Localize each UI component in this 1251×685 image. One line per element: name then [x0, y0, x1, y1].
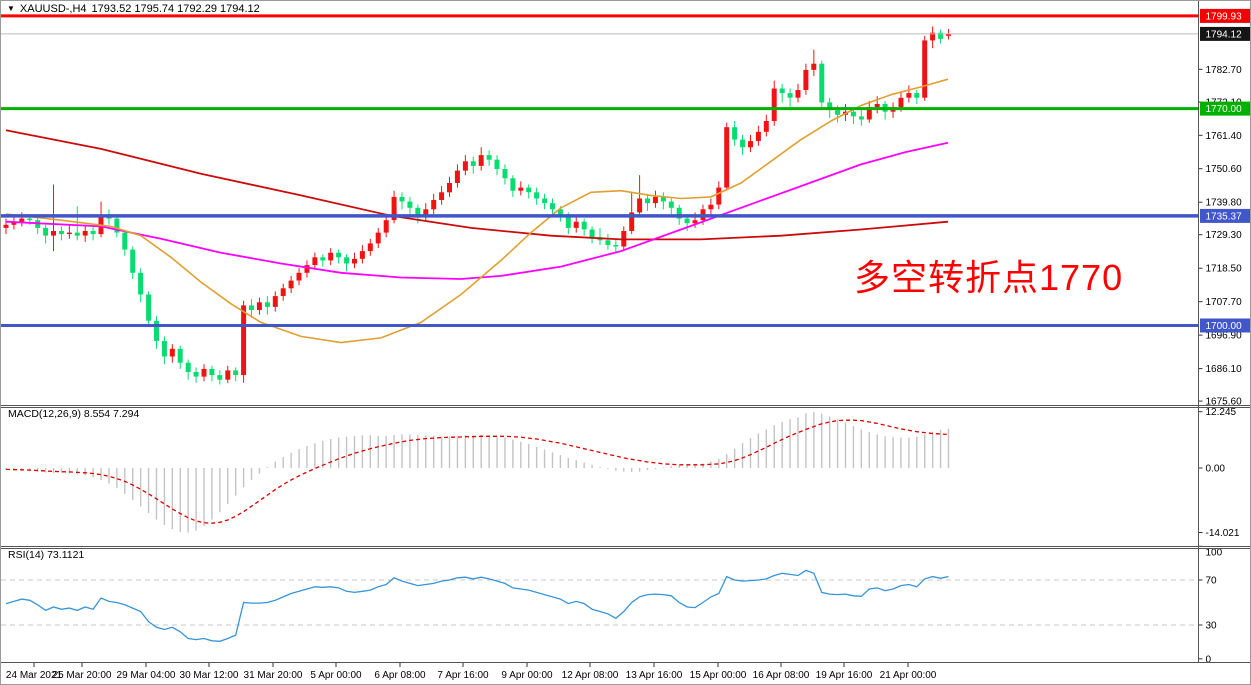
svg-text:1794.12: 1794.12: [1206, 29, 1243, 40]
svg-text:7 Apr 16:00: 7 Apr 16:00: [437, 670, 489, 681]
svg-text:1739.80: 1739.80: [1206, 198, 1243, 209]
rsi-indicator-label: RSI(14) 73.1121: [8, 549, 85, 561]
hline-objects-layer[interactable]: [1, 14, 1199, 327]
svg-text:12.245: 12.245: [1206, 407, 1237, 418]
ma-medium-magenta-line: [5, 141, 949, 280]
rsi-line: [5, 569, 949, 642]
svg-text:5 Apr 00:00: 5 Apr 00:00: [310, 670, 362, 681]
ma-slow-red-line: [5, 129, 949, 241]
svg-text:30: 30: [1206, 621, 1218, 632]
svg-text:19 Apr 16:00: 19 Apr 16:00: [816, 670, 873, 681]
pivot-text-annotation: 多空转折点1770: [854, 257, 1124, 298]
svg-text:70: 70: [1206, 576, 1218, 587]
svg-text:21 Apr 00:00: 21 Apr 00:00: [880, 670, 937, 681]
svg-text:100: 100: [1206, 548, 1223, 559]
svg-text:1729.30: 1729.30: [1206, 230, 1243, 241]
svg-text:1782.70: 1782.70: [1206, 65, 1243, 76]
svg-text:31 Mar 20:00: 31 Mar 20:00: [244, 670, 303, 681]
svg-text:1718.50: 1718.50: [1206, 264, 1243, 275]
symbol-period-label: XAUUSD-,H4: [19, 3, 87, 15]
svg-text:1761.40: 1761.40: [1206, 131, 1243, 142]
svg-text:-14.021: -14.021: [1206, 528, 1240, 539]
svg-text:1799.93: 1799.93: [1206, 11, 1243, 22]
svg-text:25 Mar 20:00: 25 Mar 20:00: [53, 670, 112, 681]
svg-text:6 Apr 08:00: 6 Apr 08:00: [374, 670, 426, 681]
macd-panel[interactable]: 12.245 0.00 -14.021: [5, 407, 1240, 539]
svg-text:13 Apr 16:00: 13 Apr 16:00: [626, 670, 683, 681]
price-badge: 1700.00: [1200, 318, 1250, 333]
moving-averages-layer: [5, 78, 949, 344]
collapse-window-icon[interactable]: ▼: [7, 4, 15, 13]
svg-text:1750.60: 1750.60: [1206, 164, 1243, 175]
candles-layer: [3, 26, 951, 385]
chart-title-bar: ▼ XAUUSD-,H4 1793.52 1795.74 1792.29 179…: [7, 3, 260, 15]
macd-signal-line: [5, 419, 949, 524]
svg-text:24 Mar 2021: 24 Mar 2021: [6, 670, 63, 681]
price-axis[interactable]: 1782.701772.101761.401750.601739.801729.…: [1198, 8, 1251, 408]
svg-text:1696.90: 1696.90: [1206, 331, 1243, 342]
svg-text:30 Mar 12:00: 30 Mar 12:00: [180, 670, 239, 681]
svg-text:9 Apr 00:00: 9 Apr 00:00: [501, 670, 553, 681]
macd-indicator-label: MACD(12,26,9) 8.554 7.294: [8, 408, 140, 420]
svg-text:1686.10: 1686.10: [1206, 364, 1243, 375]
price-badge: 1799.93: [1200, 8, 1250, 23]
svg-text:1735.37: 1735.37: [1206, 211, 1243, 222]
svg-text:0: 0: [1206, 654, 1212, 665]
price-badge: 1794.12: [1200, 26, 1250, 41]
price-badge: 1735.37: [1200, 208, 1250, 223]
ma-fast-orange-line: [5, 78, 949, 344]
svg-text:12 Apr 08:00: 12 Apr 08:00: [562, 670, 619, 681]
svg-text:16 Apr 08:00: 16 Apr 08:00: [753, 670, 810, 681]
panel-borders: [1, 1, 1250, 663]
svg-text:29 Mar 04:00: 29 Mar 04:00: [117, 670, 176, 681]
svg-text:15 Apr 00:00: 15 Apr 00:00: [690, 670, 747, 681]
svg-text:0.00: 0.00: [1206, 464, 1226, 475]
price-badge: 1770.00: [1200, 101, 1250, 116]
svg-text:1675.60: 1675.60: [1206, 397, 1243, 408]
ohlc-quote-label: 1793.52 1795.74 1792.29 1794.12: [91, 3, 260, 15]
svg-text:1700.00: 1700.00: [1206, 321, 1243, 332]
svg-text:1707.70: 1707.70: [1206, 297, 1243, 308]
rsi-panel[interactable]: 100 70 30 0: [1, 545, 1223, 665]
svg-text:1770.00: 1770.00: [1206, 104, 1243, 115]
